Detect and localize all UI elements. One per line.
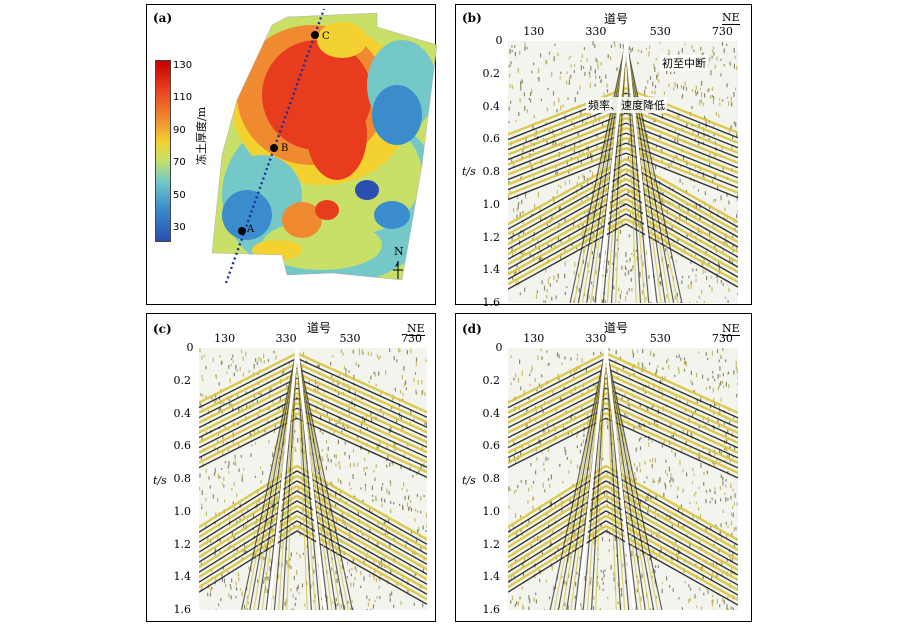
x-tick-label: 330 <box>585 332 607 345</box>
point-a-label: A <box>247 224 255 235</box>
panel-b-annotation-first-arrival: 初至中断 <box>660 55 708 71</box>
panel-d-title: 道号 <box>604 321 629 335</box>
y-tick-label: 1.6 <box>482 296 501 309</box>
panel-c-title: 道号 <box>307 321 332 335</box>
thickness-map <box>211 8 437 284</box>
panel-b-ylabel: t/s <box>462 165 476 178</box>
x-tick-label: 130 <box>214 332 236 345</box>
y-tick-label: 0.6 <box>482 132 501 146</box>
panel-d: (d) 道号 NE t/s 130 330 530 730 0 0.2 0.4 0.6 0.8… <box>455 313 752 622</box>
colorbar <box>155 60 171 242</box>
y-tick-label: 1.6 <box>173 603 192 616</box>
colorbar-tick: 90 <box>173 124 186 136</box>
panel-d-seismogram <box>508 348 738 610</box>
y-tick-label: 0.2 <box>482 66 501 80</box>
north-arrow-icon <box>393 261 403 279</box>
y-tick-label: 0.4 <box>482 406 501 420</box>
y-tick-label: 1.2 <box>482 230 501 244</box>
panel-c: (c) 道号 NE t/s 130 330 530 730 0 0.2 0.4 0.6 0.8… <box>146 313 436 622</box>
x-tick-label: 530 <box>339 332 361 345</box>
panel-a: (a) 130 110 90 70 50 30 冻土厚度/m <box>146 4 437 305</box>
point-c-label: C <box>322 31 330 42</box>
panel-b-annotation-frequency: 频率、速度降低 <box>586 97 667 113</box>
y-tick-label: 1.0 <box>173 504 192 518</box>
colorbar-tick: 70 <box>173 157 186 169</box>
panel-b-label: (b) <box>462 11 482 25</box>
panel-b-seismogram <box>508 41 738 303</box>
colorbar-tick: 130 <box>173 60 193 71</box>
panel-c-label: (c) <box>153 322 172 336</box>
x-tick-label: 330 <box>275 332 297 345</box>
point-c-marker <box>311 31 319 39</box>
y-tick-label: 0.4 <box>482 99 501 113</box>
point-b-label: B <box>281 143 289 154</box>
panel-c-seismogram <box>199 348 427 610</box>
point-b-marker <box>270 144 278 152</box>
panel-b-direction: NE <box>722 11 740 25</box>
panel-d-direction: NE <box>722 322 740 336</box>
y-tick-label: 1.6 <box>482 603 501 616</box>
point-a-marker <box>238 227 246 235</box>
colorbar-tick: 50 <box>173 189 186 201</box>
y-tick-label: 1.0 <box>482 504 501 518</box>
x-tick-label: 530 <box>649 332 671 345</box>
y-tick-label: 1.2 <box>482 537 501 551</box>
x-tick-label: 330 <box>585 25 607 38</box>
y-tick-label: 1.2 <box>173 537 192 551</box>
panel-a-label: (a) <box>153 11 173 25</box>
x-tick-label: 130 <box>523 25 545 38</box>
y-tick-label: 0.8 <box>482 472 501 485</box>
y-tick-label: 0 <box>186 341 194 354</box>
north-label: N <box>394 245 404 258</box>
colorbar-tick: 110 <box>173 92 193 104</box>
x-tick-label: 730 <box>711 25 733 38</box>
y-tick-label: 0.8 <box>482 165 501 178</box>
panel-c-direction: NE <box>407 322 425 336</box>
y-tick-label: 0.2 <box>482 373 501 387</box>
colorbar-tick: 30 <box>173 222 186 233</box>
y-tick-label: 1.4 <box>482 263 501 277</box>
y-tick-label: 0.6 <box>173 439 192 453</box>
y-tick-label: 0 <box>495 34 503 47</box>
y-tick-label: 0.4 <box>173 406 192 420</box>
panel-d-ylabel: t/s <box>462 474 476 487</box>
x-tick-label: 530 <box>649 25 671 38</box>
y-tick-label: 0.6 <box>482 439 501 453</box>
x-tick-label: 730 <box>711 332 733 345</box>
panel-b: (b) 道号 NE t/s 130 330 530 730 0 0.2 0.4 0.6 0.8… <box>455 4 752 309</box>
panel-d-label: (d) <box>462 322 482 336</box>
y-tick-label: 1.4 <box>482 570 501 584</box>
y-tick-label: 0.8 <box>173 472 192 485</box>
x-tick-label: 730 <box>401 332 423 345</box>
x-tick-label: 130 <box>523 332 545 345</box>
y-tick-label: 1.0 <box>482 197 501 211</box>
y-tick-label: 1.4 <box>173 570 192 584</box>
y-tick-label: 0 <box>495 341 503 354</box>
panel-b-title: 道号 <box>604 12 629 26</box>
panel-c-ylabel: t/s <box>153 474 167 487</box>
y-tick-label: 0.2 <box>173 373 192 387</box>
